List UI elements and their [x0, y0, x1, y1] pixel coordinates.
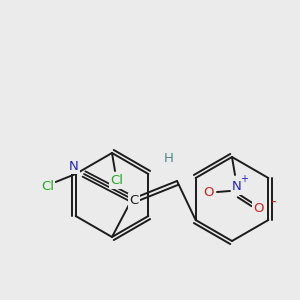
Text: O: O	[204, 185, 214, 199]
Text: H: H	[164, 152, 174, 166]
Text: C: C	[129, 194, 139, 208]
Text: Cl: Cl	[41, 179, 54, 193]
Text: +: +	[240, 174, 248, 184]
Text: O: O	[254, 202, 264, 215]
Text: -: -	[270, 194, 276, 208]
Text: N: N	[69, 160, 79, 172]
Text: N: N	[232, 181, 242, 194]
Text: Cl: Cl	[110, 175, 124, 188]
